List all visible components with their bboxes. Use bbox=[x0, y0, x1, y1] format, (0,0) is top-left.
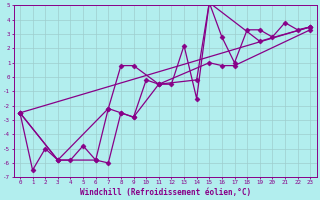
X-axis label: Windchill (Refroidissement éolien,°C): Windchill (Refroidissement éolien,°C) bbox=[80, 188, 251, 197]
